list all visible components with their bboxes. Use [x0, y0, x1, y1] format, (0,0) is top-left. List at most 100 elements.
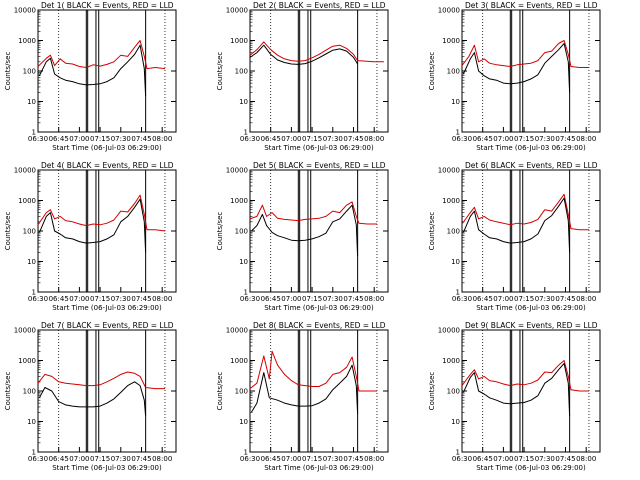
x-tick-label: 06:30 [28, 135, 48, 143]
lld-series-line [461, 360, 589, 392]
y-tick-label: 10000 [14, 7, 36, 15]
x-axis-label: Start Time (06-Jul-03 06:29:00) [264, 144, 374, 152]
y-tick-label: 1 [32, 449, 36, 457]
y-tick-label: 1000 [442, 37, 460, 45]
chart-panel: 1 10 100 1000 10000 06:30 06:45 07:00 07:15 07:30… [4, 161, 177, 312]
x-axis-label: Start Time (06-Jul-03 06:29:00) [52, 144, 162, 152]
x-tick-label: 07:00 [493, 295, 513, 303]
y-tick-label: 10 [239, 258, 248, 266]
x-tick-label: 06:45 [49, 455, 69, 463]
y-tick-label: 1 [456, 449, 460, 457]
x-tick-label: 06:30 [452, 455, 472, 463]
x-tick-label: 07:00 [69, 455, 89, 463]
y-tick-label: 10000 [438, 167, 460, 175]
x-tick-label: 06:30 [28, 455, 48, 463]
y-tick-label: 1000 [18, 37, 36, 45]
y-tick-label: 10000 [14, 327, 36, 335]
x-tick-label: 07:30 [111, 455, 131, 463]
y-axis-label: Counts/sec [4, 52, 12, 91]
events-series-line [251, 204, 359, 257]
x-tick-label: 06:45 [261, 295, 281, 303]
panel-title: Det 5( BLACK = Events, RED = LLD [253, 161, 386, 170]
y-tick-label: 10000 [14, 167, 36, 175]
y-tick-label: 100 [447, 388, 460, 396]
x-tick-label: 08:00 [576, 455, 596, 463]
y-axis-label: Counts/sec [216, 372, 224, 411]
y-tick-label: 1 [244, 449, 248, 457]
lld-series-line [249, 350, 377, 392]
y-tick-label: 10000 [438, 327, 460, 335]
events-series-line [462, 363, 571, 417]
events-series-line [462, 197, 571, 253]
x-axis-label: Start Time (06-Jul-03 06:29:00) [52, 464, 162, 472]
y-tick-label: 1000 [18, 357, 36, 365]
lld-series-line [249, 201, 377, 225]
events-series-line [462, 43, 571, 93]
panel-title: Det 2( BLACK = Events, RED = LLD [253, 1, 386, 10]
x-tick-label: 07:15 [302, 455, 322, 463]
y-tick-label: 100 [23, 388, 36, 396]
x-tick-label: 07:45 [343, 135, 363, 143]
y-tick-label: 10 [239, 98, 248, 106]
y-tick-label: 10 [451, 258, 460, 266]
chart-panel: 1 10 100 1000 10000 06:30 06:45 07:00 07:15 07:30… [4, 1, 177, 152]
x-tick-label: 07:30 [535, 295, 555, 303]
chart-panel: 1 10 100 1000 10000 06:30 06:45 07:00 07:15 07:30… [4, 321, 177, 472]
x-axis-label: Start Time (06-Jul-03 06:29:00) [52, 304, 162, 312]
events-series-line [38, 44, 147, 97]
chart-panel: 1 10 100 1000 10000 06:30 06:45 07:00 07:15 07:30… [428, 161, 601, 312]
y-tick-label: 100 [23, 68, 36, 76]
x-tick-label: 07:00 [493, 455, 513, 463]
x-tick-label: 08:00 [152, 455, 172, 463]
x-tick-label: 06:30 [452, 135, 472, 143]
lld-series-line [37, 40, 166, 70]
events-series-line [250, 364, 359, 414]
chart-panel: 1 10 100 1000 10000 06:30 06:45 07:00 07:15 07:30… [216, 321, 389, 472]
x-tick-label: 07:45 [343, 295, 363, 303]
x-tick-label: 06:30 [28, 295, 48, 303]
x-tick-label: 07:00 [281, 135, 301, 143]
x-tick-label: 06:45 [473, 295, 493, 303]
y-tick-label: 1 [244, 289, 248, 297]
y-tick-label: 10000 [226, 327, 248, 335]
x-tick-label: 07:15 [514, 455, 534, 463]
chart-panel: 1 10 100 1000 10000 06:30 06:45 07:00 07:15 07:30… [428, 1, 601, 152]
panel-title: Det 1( BLACK = Events, RED = LLD [41, 1, 174, 10]
y-tick-label: 1000 [18, 197, 36, 205]
x-tick-label: 07:45 [131, 135, 151, 143]
y-axis-label: Counts/sec [428, 52, 436, 91]
x-tick-label: 07:15 [514, 135, 534, 143]
x-tick-label: 07:00 [281, 455, 301, 463]
chart-panel: 1 10 100 1000 10000 06:30 06:45 07:00 07:15 07:30… [428, 321, 601, 472]
x-tick-label: 08:00 [152, 135, 172, 143]
x-axis-label: Start Time (06-Jul-03 06:29:00) [476, 464, 586, 472]
y-tick-label: 1 [32, 129, 36, 137]
y-tick-label: 100 [235, 68, 248, 76]
y-tick-label: 1000 [442, 197, 460, 205]
x-tick-label: 07:30 [323, 135, 343, 143]
x-tick-label: 06:30 [240, 295, 260, 303]
lld-series-line [249, 41, 384, 63]
y-tick-label: 1000 [230, 37, 248, 45]
x-tick-label: 07:15 [90, 455, 110, 463]
y-tick-label: 10000 [226, 167, 248, 175]
x-tick-label: 07:30 [535, 455, 555, 463]
y-tick-label: 10000 [226, 7, 248, 15]
y-axis-label: Counts/sec [428, 212, 436, 251]
x-tick-label: 06:45 [49, 295, 69, 303]
x-tick-label: 07:45 [131, 295, 151, 303]
x-axis-label: Start Time (06-Jul-03 06:29:00) [264, 304, 374, 312]
x-tick-label: 07:00 [69, 295, 89, 303]
y-tick-label: 1000 [442, 357, 460, 365]
x-tick-label: 08:00 [152, 295, 172, 303]
y-tick-label: 100 [447, 228, 460, 236]
x-tick-label: 06:45 [473, 455, 493, 463]
x-tick-label: 06:30 [240, 455, 260, 463]
y-tick-label: 1 [244, 129, 248, 137]
y-tick-label: 10 [451, 98, 460, 106]
x-tick-label: 08:00 [364, 455, 384, 463]
y-tick-label: 10 [239, 418, 248, 426]
y-tick-label: 100 [235, 228, 248, 236]
y-tick-label: 100 [447, 68, 460, 76]
events-series-line [249, 44, 359, 65]
